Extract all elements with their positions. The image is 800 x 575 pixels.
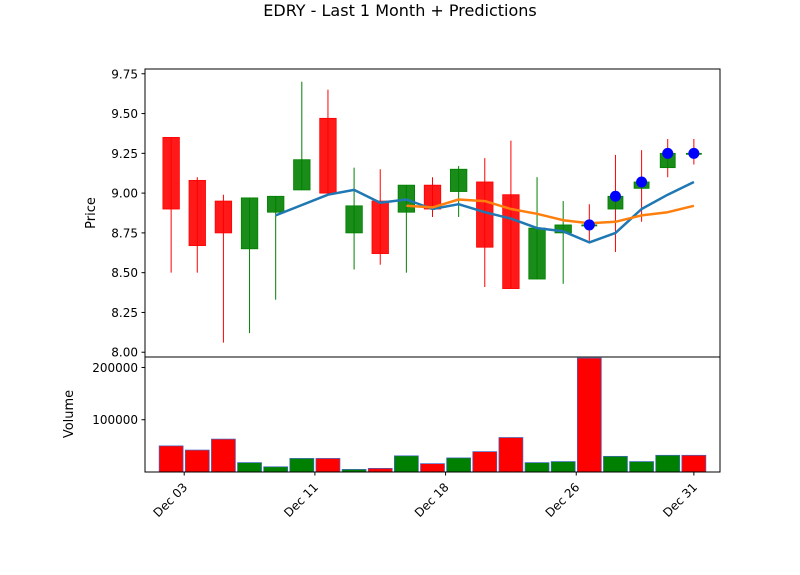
volume-y-axis: 100000 200000 — [92, 361, 145, 427]
price-tick-label: 8.00 — [111, 346, 138, 360]
candle-up — [554, 224, 572, 234]
chart-title: EDRY - Last 1 Month + Predictions — [263, 1, 536, 20]
candle-down — [371, 200, 389, 254]
moving-average-line — [275, 180, 695, 244]
volume-bar — [576, 357, 602, 473]
date-tick-label: Dec 26 — [543, 480, 583, 520]
prediction-markers — [583, 147, 700, 231]
volume-bar — [472, 451, 498, 473]
moving-average-line — [406, 198, 695, 225]
candle-up — [267, 195, 285, 213]
volume-bar — [289, 458, 315, 473]
price-axis-label: Price — [84, 197, 99, 229]
volume-bar — [211, 438, 236, 473]
volume-bar — [498, 437, 524, 473]
price-panel: 8.00 8.25 8.50 8.75 9.00 9.25 9.50 9.75 Price — [84, 67, 721, 360]
volume-axis-label: Volume — [62, 390, 77, 438]
volume-plot-area — [145, 357, 720, 472]
volume-bar — [550, 461, 576, 473]
candle-up — [345, 205, 363, 234]
candle-up — [293, 159, 311, 191]
volume-tick-label: 100000 — [92, 413, 138, 427]
volume-bar — [394, 455, 419, 473]
volume-panel: 100000 200000 Volume — [62, 356, 721, 473]
volume-bar — [681, 454, 707, 473]
price-tick-label: 8.25 — [111, 306, 138, 320]
candle-up — [528, 227, 546, 280]
price-tick-label: 9.50 — [111, 107, 138, 121]
moving-average-lines — [275, 180, 695, 244]
volume-bars — [158, 357, 707, 473]
price-tick-label: 9.00 — [111, 187, 138, 201]
prediction-point — [583, 219, 595, 231]
volume-bar — [420, 463, 445, 473]
prediction-point — [688, 147, 700, 159]
date-tick-label: Dec 03 — [151, 480, 191, 520]
volume-bar — [184, 449, 210, 473]
candle-down — [162, 137, 180, 210]
price-tick-label: 9.75 — [111, 67, 138, 81]
date-tick-label: Dec 18 — [412, 480, 452, 520]
candle-down — [214, 200, 233, 234]
price-tick-label: 8.75 — [111, 226, 138, 240]
candle-down — [188, 179, 206, 247]
volume-bar — [263, 466, 289, 473]
volume-bar — [655, 454, 681, 473]
volume-plot-frame — [144, 356, 721, 473]
volume-bar — [524, 462, 550, 473]
price-tick-label: 8.50 — [111, 266, 138, 280]
candle-up — [449, 168, 468, 192]
volume-bar — [446, 457, 471, 473]
volume-bar — [603, 455, 628, 473]
volume-bar — [237, 462, 262, 473]
date-tick-label: Dec 11 — [281, 480, 321, 520]
price-candles — [162, 81, 702, 343]
volume-bar — [158, 445, 184, 473]
volume-bar — [367, 467, 393, 473]
candle-down — [319, 117, 337, 194]
volume-bar — [315, 458, 341, 473]
candle-up — [240, 197, 259, 250]
volume-tick-label: 200000 — [92, 361, 138, 375]
prediction-point — [609, 190, 621, 202]
volume-bar — [629, 461, 654, 473]
price-tick-label: 9.25 — [111, 147, 138, 161]
prediction-point — [636, 176, 648, 188]
prediction-point — [662, 147, 674, 159]
price-y-axis: 8.00 8.25 8.50 8.75 9.00 9.25 9.50 9.75 — [111, 67, 145, 360]
date-tick-label: Dec 31 — [660, 480, 700, 520]
date-x-axis: Dec 03 Dec 11 Dec 18 Dec 26 Dec 31 — [151, 472, 700, 520]
